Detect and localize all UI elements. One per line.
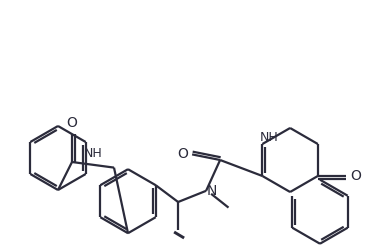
Text: NH: NH [83, 147, 102, 160]
Text: O: O [67, 116, 78, 130]
Text: O: O [350, 169, 361, 183]
Text: O: O [177, 147, 188, 161]
Text: NH: NH [260, 131, 278, 144]
Text: N: N [207, 184, 218, 198]
